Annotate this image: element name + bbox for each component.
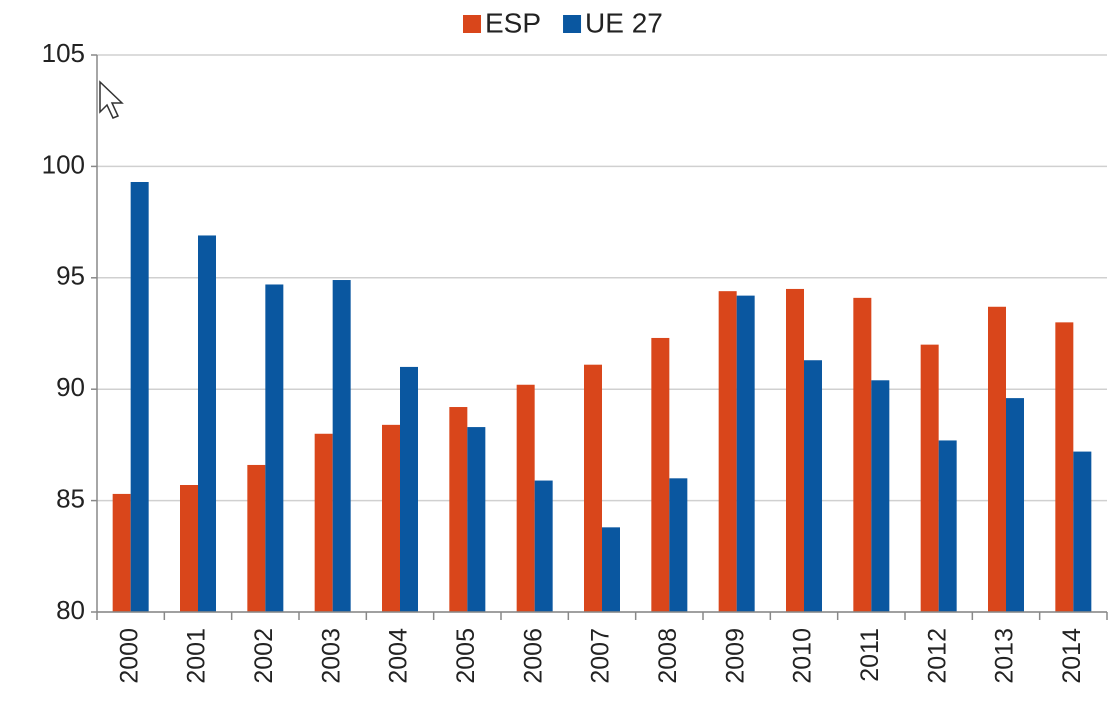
- legend-label: UE 27: [585, 7, 663, 38]
- bar: [534, 480, 553, 612]
- y-tick-label: 95: [56, 261, 85, 291]
- legend: ESP UE 27: [463, 7, 663, 38]
- bar: [988, 306, 1006, 612]
- x-tick-label: 2003: [317, 628, 345, 684]
- cursor: [99, 80, 124, 119]
- bar: [382, 424, 400, 612]
- bar: [602, 527, 620, 612]
- legend-swatch: [563, 15, 582, 33]
- bar: [467, 427, 486, 612]
- x-tick-label: 2002: [250, 628, 278, 684]
- x-tick-label: 2010: [789, 628, 817, 684]
- y-tick-label: 80: [56, 595, 85, 625]
- legend-label: ESP: [485, 7, 541, 38]
- bar: [247, 464, 266, 612]
- y-tick-label: 100: [42, 149, 85, 179]
- bar: [804, 360, 822, 612]
- x-tick-label: 2004: [385, 628, 413, 684]
- bar: [449, 407, 468, 612]
- bar: [314, 433, 333, 612]
- y-tick-label: 85: [56, 483, 85, 513]
- bar: [400, 366, 418, 612]
- x-tick-label: 2009: [721, 628, 749, 684]
- bar: [198, 235, 216, 612]
- bar: [1006, 398, 1024, 612]
- bar: [265, 284, 284, 612]
- bar: [938, 440, 957, 612]
- x-tick-label: 2007: [587, 628, 615, 684]
- bar: [736, 295, 755, 612]
- bar: [920, 344, 939, 612]
- bar: [130, 181, 149, 612]
- y-tick-label: 90: [56, 372, 85, 402]
- bar: [718, 291, 737, 612]
- bar: [516, 384, 535, 612]
- bar: [1055, 322, 1074, 612]
- x-tick-label: 2011: [856, 628, 884, 682]
- bar: [786, 288, 804, 612]
- bar: [871, 380, 890, 612]
- bar: [853, 297, 872, 612]
- x-tick-label: 2001: [183, 628, 211, 684]
- legend-swatch: [463, 15, 481, 33]
- x-tick-label: 2006: [519, 628, 547, 684]
- bar: [669, 478, 688, 612]
- x-tick-label: 2000: [115, 628, 143, 684]
- bar: [584, 364, 602, 612]
- x-tick-label: 2012: [923, 628, 951, 684]
- y-tick-label: 105: [42, 38, 85, 68]
- bar: [180, 485, 198, 612]
- bar: [332, 280, 351, 612]
- bar: [112, 493, 131, 612]
- bar: [1073, 451, 1092, 612]
- x-tick-label: 2008: [654, 628, 682, 684]
- x-tick-label: 2013: [991, 628, 1019, 684]
- bar: [651, 337, 670, 612]
- x-tick-label: 2014: [1058, 628, 1086, 684]
- x-tick-label: 2005: [452, 628, 480, 684]
